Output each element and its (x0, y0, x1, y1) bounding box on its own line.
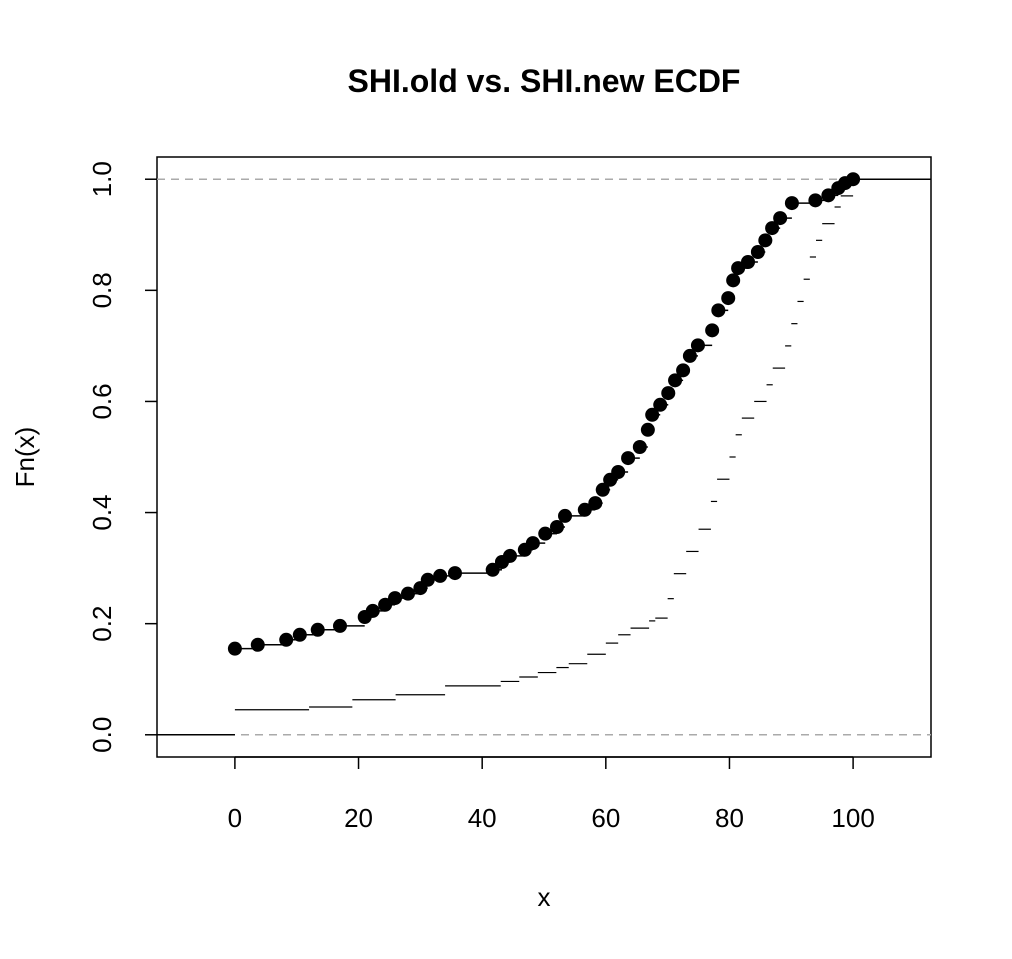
x-tick-label: 20 (344, 803, 373, 833)
y-tick-label: 0.4 (87, 494, 117, 530)
ecdf-point (388, 591, 403, 606)
ecdf-point (705, 323, 720, 338)
ecdf-point (668, 373, 683, 388)
ecdf-point (485, 562, 500, 577)
x-tick-label: 0 (228, 803, 242, 833)
ecdf-point (400, 586, 415, 601)
ecdf-point (821, 188, 836, 203)
y-tick-label: 0.6 (87, 383, 117, 419)
ecdf-point (711, 303, 726, 318)
ecdf-point (682, 348, 697, 363)
ecdf-point (447, 566, 462, 581)
y-tick-label: 0.8 (87, 272, 117, 308)
ecdf-point (690, 338, 705, 353)
ecdf-point (661, 386, 676, 401)
ecdf-point (726, 273, 741, 288)
ecdf-point (502, 548, 517, 563)
ecdf-point (676, 363, 691, 378)
ecdf-point (632, 440, 647, 454)
ecdf-point (227, 641, 242, 656)
plot-frame (156, 156, 932, 758)
ecdf-point (611, 465, 626, 479)
ecdf-point (310, 622, 325, 637)
y-tick-label: 0.0 (87, 717, 117, 753)
ecdf-point (292, 627, 307, 642)
ecdf-point (558, 508, 573, 523)
ecdf-point (741, 255, 756, 269)
ecdf-point (640, 422, 655, 437)
x-tick-label: 100 (831, 803, 874, 833)
ecdf-point (653, 397, 668, 412)
x-tick-label: 60 (591, 803, 620, 833)
ecdf-point (621, 451, 636, 466)
ecdf-point (420, 572, 435, 587)
ecdf-point (721, 291, 736, 306)
ecdf-point (250, 637, 265, 652)
ecdf-point (365, 603, 380, 618)
y-tick-label: 1.0 (87, 161, 117, 197)
ecdf-point (279, 632, 294, 647)
ecdf-point (750, 245, 765, 259)
ecdf-point (645, 407, 660, 422)
ecdf-point (378, 597, 393, 612)
ecdf-point (765, 221, 780, 236)
ecdf-point (549, 520, 564, 534)
ecdf-point (784, 196, 799, 211)
ecdf-point (332, 618, 347, 633)
x-tick-label: 40 (468, 803, 497, 833)
y-tick-label: 0.2 (87, 606, 117, 642)
ecdf-point (595, 482, 610, 497)
ecdf-point (433, 568, 448, 583)
ecdf-point (758, 233, 773, 248)
x-axis-label: x (538, 882, 551, 912)
x-tick-label: 80 (715, 803, 744, 833)
ecdf-point (808, 193, 823, 208)
ecdf-point (525, 536, 540, 551)
ecdf-point (577, 502, 592, 517)
ecdf-point (773, 211, 788, 226)
ecdf-point (588, 496, 603, 511)
chart-title: SHI.old vs. SHI.new ECDF (348, 63, 741, 99)
ecdf-point (538, 526, 553, 541)
y-axis-label: Fn(x) (10, 427, 40, 488)
